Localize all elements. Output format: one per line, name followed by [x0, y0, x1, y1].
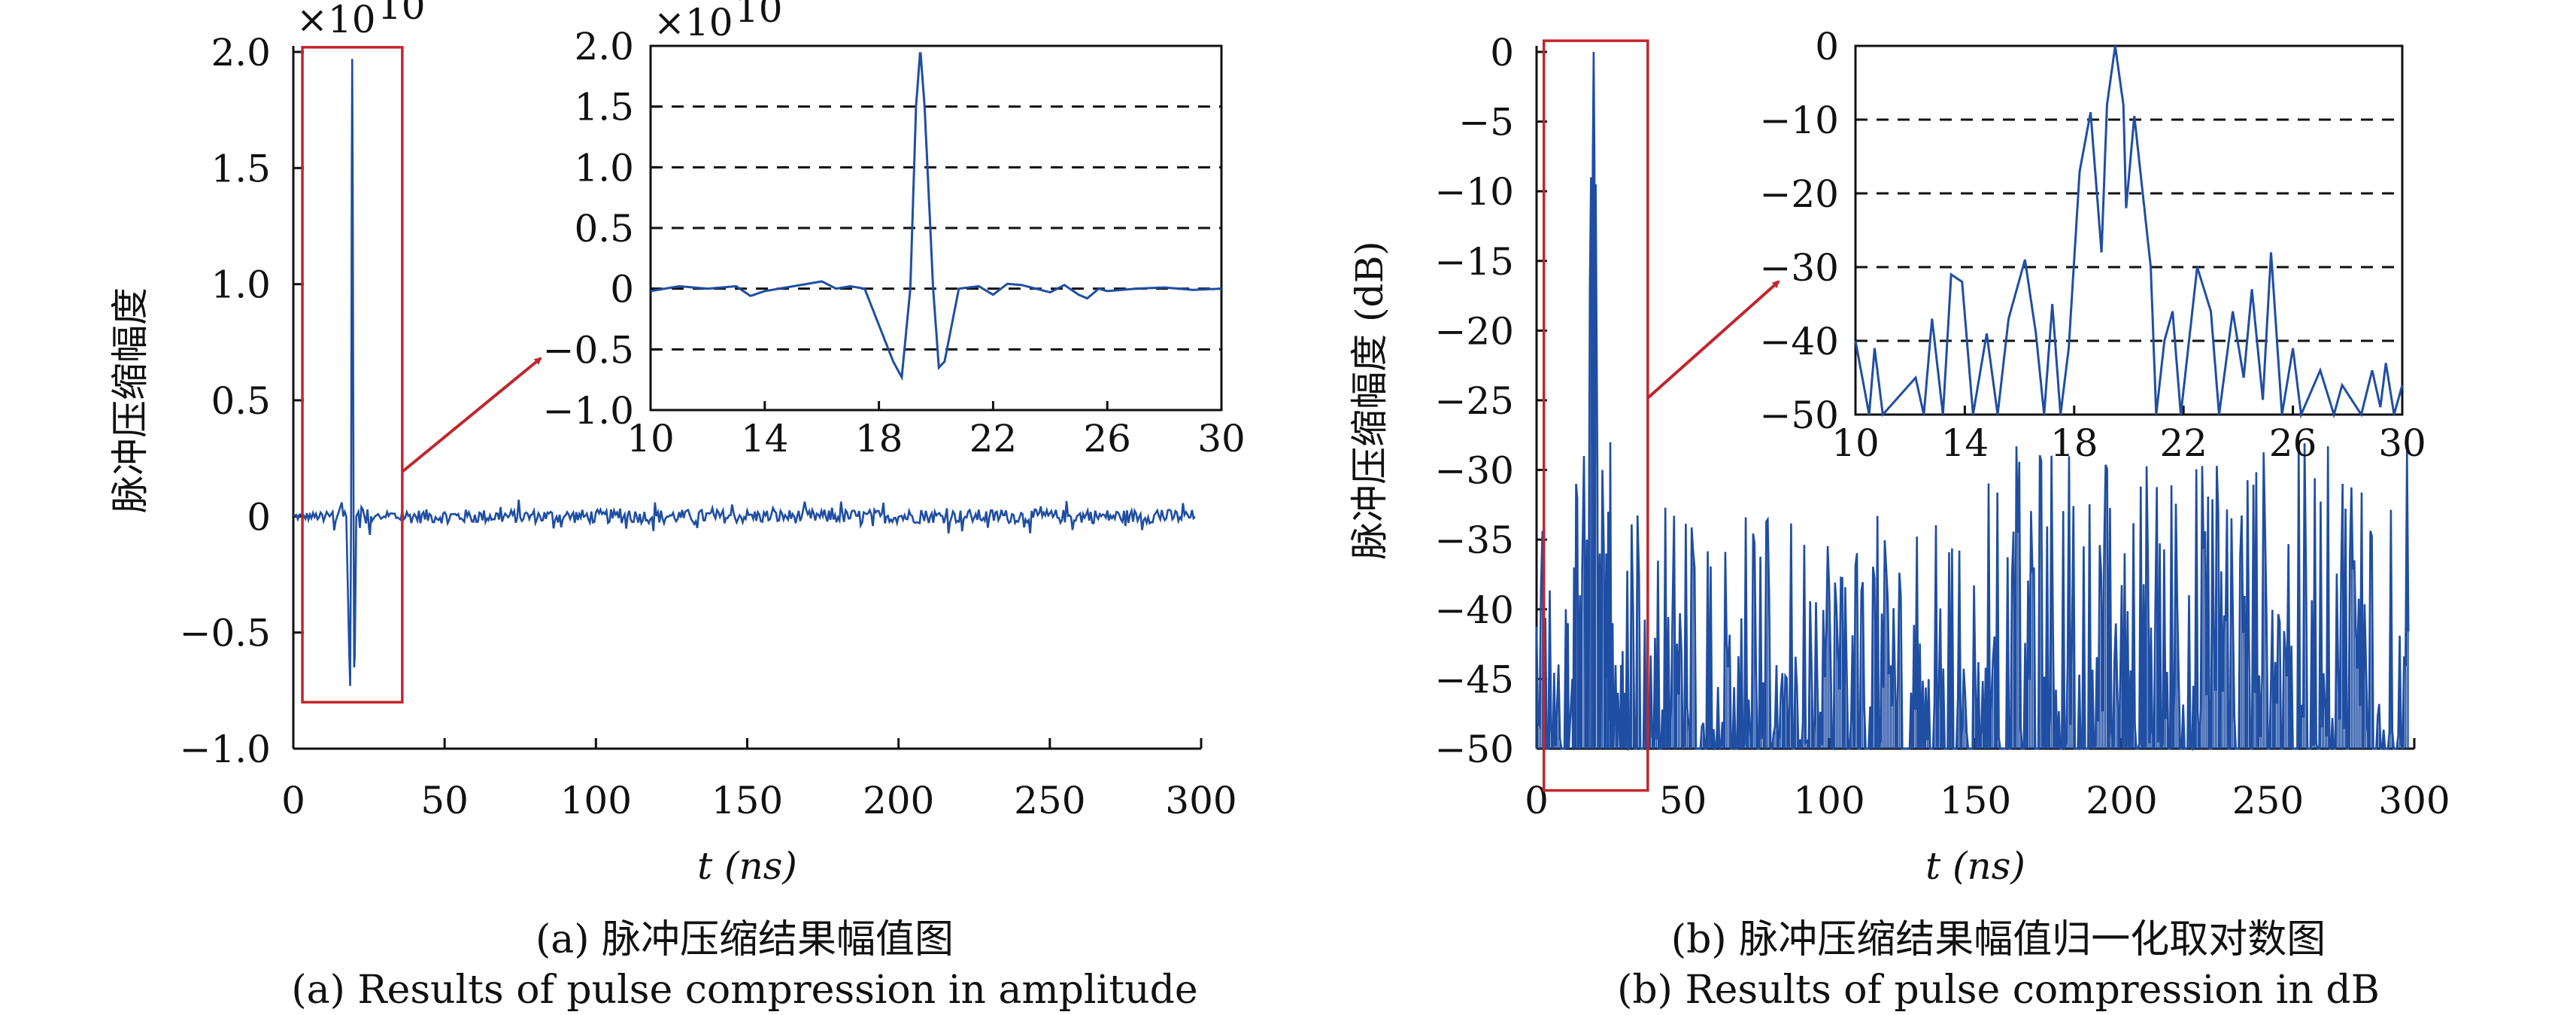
y-tick-label: −0.5 — [180, 612, 271, 655]
main-series-fill — [1536, 52, 2409, 749]
y-multiplier: ×10 — [296, 0, 376, 41]
y-tick-label: −5 — [1458, 101, 1514, 144]
y-axis-label: 脉冲压缩幅度 (dB) — [1348, 241, 1391, 560]
y-tick-label: −35 — [1434, 518, 1514, 562]
y-axis-label: 脉冲压缩幅度 — [108, 287, 152, 513]
x-axis-label: t (ns) — [697, 844, 797, 888]
inset-y-tick-label: 0 — [1815, 25, 1839, 68]
x-tick-label: 150 — [712, 779, 783, 822]
x-tick-label: 250 — [2232, 779, 2304, 822]
chart-db: 0 50 100 150 200 250 300−50−45−40−35−30−25−20−… — [1348, 25, 2450, 888]
inset-x-tick-label: 14 — [1941, 421, 1989, 465]
inset-y-tick-label: 0.5 — [574, 207, 634, 251]
inset-x-tick-label: 18 — [2050, 421, 2098, 465]
inset-y-tick-label: −20 — [1759, 172, 1839, 216]
inset-y-tick-label: −10 — [1759, 99, 1839, 142]
y-tick-label: −50 — [1434, 728, 1514, 771]
y-tick-label: 0 — [247, 495, 271, 539]
x-tick-label: 300 — [2378, 779, 2450, 822]
inset-x-tick-label: 10 — [627, 417, 675, 460]
inset-x-tick-label: 18 — [855, 417, 903, 460]
inset-x-tick-label: 14 — [741, 417, 789, 460]
inset-y-tick-label: 1.5 — [574, 86, 634, 129]
x-tick-label: 150 — [1940, 779, 2011, 822]
inset-y-exponent: 10 — [735, 0, 783, 31]
x-tick-label: 50 — [420, 779, 469, 822]
y-exponent: 10 — [378, 0, 426, 28]
inset-x-tick-label: 30 — [1197, 417, 1246, 460]
caption-a-en: (a) Results of pulse compression in ampl… — [291, 968, 1197, 1013]
inset-x-tick-label: 26 — [1083, 417, 1131, 460]
x-axis-label: t (ns) — [1925, 844, 2025, 888]
zoom-arrow — [1646, 280, 1780, 400]
main-series-line — [293, 59, 1196, 686]
inset-y-multiplier: ×10 — [654, 1, 733, 44]
y-tick-label: 1.5 — [211, 147, 271, 190]
inset-y-tick-label: −1.0 — [543, 389, 634, 433]
zoom-highlight-box — [1542, 39, 1649, 792]
y-tick-label: 1.0 — [211, 263, 271, 307]
chart-amplitude: 0 50 100 150 200 250 300−1.0−0.500.51.01.52.0t… — [108, 0, 1246, 888]
inset-y-tick-label: −40 — [1759, 320, 1839, 363]
y-tick-label: −40 — [1434, 588, 1514, 632]
inset-y-tick-label: −50 — [1759, 394, 1839, 437]
y-tick-label: −15 — [1434, 240, 1514, 284]
inset-y-tick-label: −30 — [1759, 246, 1839, 290]
inset-y-tick-label: −0.5 — [543, 328, 634, 372]
x-tick-label: 200 — [863, 779, 934, 822]
zoom-arrow — [401, 357, 542, 473]
y-tick-label: −45 — [1434, 658, 1514, 701]
inset-x-tick-label: 22 — [969, 417, 1018, 460]
inset-x-tick-label: 26 — [2269, 421, 2317, 465]
y-tick-label: −10 — [1434, 170, 1514, 214]
x-tick-label: 100 — [1793, 779, 1864, 822]
caption-b-cn: (b) 脉冲压缩结果幅值归一化取对数图 — [1671, 917, 2326, 962]
x-tick-label: 50 — [1659, 779, 1707, 822]
x-tick-label: 100 — [560, 779, 632, 822]
y-tick-label: 0 — [1490, 31, 1514, 74]
zoom-highlight-box — [301, 46, 404, 704]
x-tick-label: 300 — [1165, 779, 1236, 822]
inset-series-line — [650, 52, 1221, 381]
y-tick-label: −30 — [1434, 449, 1514, 493]
inset-x-tick-label: 22 — [2159, 421, 2207, 465]
y-tick-label: −1.0 — [180, 728, 271, 771]
inset-y-tick-label: 0 — [610, 268, 634, 311]
x-tick-label: 200 — [2086, 779, 2157, 822]
y-tick-label: −20 — [1434, 309, 1514, 353]
caption-b-en: (b) Results of pulse compression in dB — [1617, 968, 2380, 1013]
y-tick-label: −25 — [1434, 379, 1514, 423]
caption-a-cn: (a) 脉冲压缩结果幅值图 — [536, 917, 954, 962]
y-tick-label: 0.5 — [211, 379, 271, 423]
x-tick-label: 250 — [1014, 779, 1085, 822]
x-tick-label: 0 — [281, 779, 305, 822]
inset-x-tick-label: 30 — [2378, 421, 2426, 465]
inset-series-line — [1854, 45, 2404, 419]
inset-y-tick-label: 1.0 — [574, 146, 634, 190]
y-tick-label: 2.0 — [211, 31, 271, 74]
inset-x-tick-label: 10 — [1831, 421, 1880, 465]
inset-y-tick-label: 2.0 — [574, 25, 634, 68]
